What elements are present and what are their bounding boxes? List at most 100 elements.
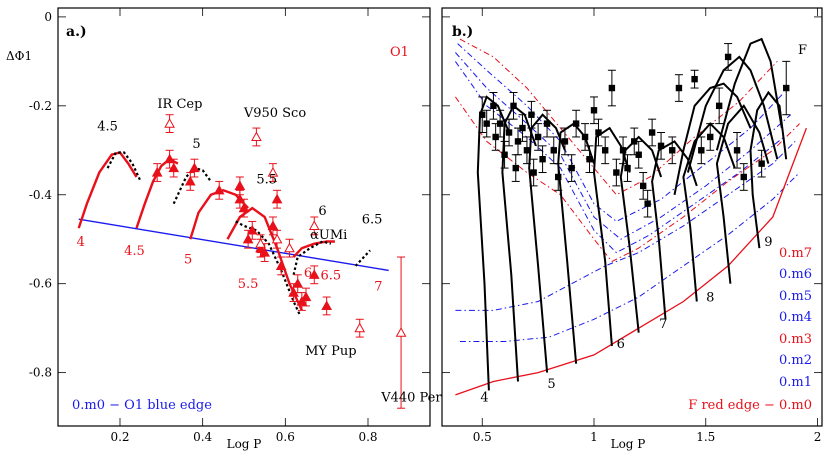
star-square bbox=[657, 142, 665, 150]
panel-a-y-axis-label: ΔΦ1 bbox=[6, 49, 32, 63]
star-square bbox=[635, 151, 642, 158]
star-filled-triangle bbox=[308, 269, 320, 279]
star-open-triangle bbox=[354, 322, 366, 333]
star-filled-triangle bbox=[267, 220, 279, 230]
star-square bbox=[512, 164, 519, 172]
track-mass-label: 5 bbox=[192, 137, 200, 152]
panel-a-y-tick-label: -0.2 bbox=[29, 99, 52, 113]
star-open-triangle bbox=[267, 167, 279, 177]
star-open-triangle bbox=[271, 233, 283, 244]
star-square bbox=[783, 84, 790, 92]
star-square bbox=[530, 169, 537, 176]
star-square bbox=[479, 111, 486, 118]
panel-b-x-tick-label: 1 bbox=[590, 430, 598, 444]
amplitude-label: 0.m2 bbox=[779, 353, 812, 368]
star-square bbox=[639, 182, 647, 190]
star-filled-triangle bbox=[168, 162, 180, 173]
star-open-triangle bbox=[251, 131, 262, 142]
star-square bbox=[601, 147, 609, 154]
star-square bbox=[586, 155, 593, 163]
amplitude-label: 0.m6 bbox=[779, 267, 812, 282]
panel-a-y-tick-label: 0 bbox=[44, 10, 52, 24]
model-line-dotted bbox=[354, 249, 371, 267]
amplitude-curve bbox=[455, 52, 792, 240]
model-line-red bbox=[226, 206, 303, 311]
star-name-label: IR Cep bbox=[157, 97, 202, 112]
amplitude-label: 0.m1 bbox=[779, 375, 812, 390]
panel-a-y-tick-label: -0.6 bbox=[29, 277, 52, 291]
star-square bbox=[590, 107, 598, 114]
evolution-track bbox=[651, 140, 698, 320]
blue-edge-label: 0.m0 − O1 blue edge bbox=[72, 398, 212, 413]
star-square bbox=[619, 147, 627, 154]
star-square bbox=[707, 133, 714, 141]
amplitude-label: 0.m7 bbox=[779, 246, 812, 261]
panel-a-x-axis-label: Log P bbox=[227, 437, 262, 451]
track-mass-label: 4.5 bbox=[97, 119, 118, 134]
model-mass-label: 7 bbox=[374, 279, 382, 294]
star-square bbox=[758, 160, 765, 167]
panel-a-frame bbox=[57, 7, 431, 427]
star-filled-triangle bbox=[189, 162, 200, 173]
star-open-triangle bbox=[308, 220, 320, 230]
amplitude-label: 0.m5 bbox=[779, 289, 812, 304]
star-square bbox=[528, 111, 535, 118]
star-square bbox=[505, 129, 513, 136]
panel-b-x-tick-label: 1.5 bbox=[696, 430, 715, 444]
model-mass-label: 4 bbox=[77, 235, 85, 250]
star-square bbox=[496, 120, 504, 127]
star-square bbox=[675, 84, 683, 92]
panel-b-x-tick-label: 2 bbox=[814, 430, 822, 444]
star-filled-triangle bbox=[184, 175, 196, 186]
model-mass-label: 9 bbox=[764, 235, 772, 250]
star-filled-triangle bbox=[292, 278, 304, 288]
evolution-track bbox=[715, 104, 770, 284]
star-square bbox=[539, 155, 546, 163]
star-square bbox=[595, 129, 602, 136]
star-filled-triangle bbox=[238, 202, 250, 213]
star-square bbox=[550, 147, 557, 154]
star-filled-triangle bbox=[271, 193, 283, 204]
evolution-track bbox=[673, 82, 752, 195]
panel-b-x-axis-label: Log P bbox=[611, 437, 646, 451]
model-line-dotted bbox=[172, 166, 212, 205]
amplitude-curve bbox=[455, 141, 796, 311]
model-mass-label: 6 bbox=[617, 337, 625, 352]
model-line-dotted bbox=[235, 220, 301, 316]
evolution-track bbox=[715, 37, 783, 151]
star-square bbox=[669, 147, 676, 154]
panel-b: b.) Log P F F red edge − 0.m0 0.5 1 1.5 2 4 5… bbox=[441, 7, 823, 451]
star-square bbox=[698, 147, 705, 154]
model-mass-label: 7 bbox=[659, 317, 667, 332]
star-square bbox=[644, 200, 651, 207]
star-filled-triangle bbox=[246, 224, 258, 235]
star-name-label: αUMi bbox=[310, 228, 347, 243]
star-square bbox=[490, 102, 497, 110]
model-line-dotted bbox=[106, 151, 142, 182]
model-mass-label: 6 bbox=[304, 266, 312, 281]
star-name-label: MY Pup bbox=[305, 344, 356, 359]
panel-a-label: a.) bbox=[66, 24, 87, 40]
star-square bbox=[613, 169, 620, 176]
star-filled-triangle bbox=[213, 184, 225, 195]
evolution-track bbox=[592, 126, 631, 347]
star-square bbox=[501, 151, 508, 158]
panel-b-x-tick-label: 0.5 bbox=[473, 430, 492, 444]
amplitude-label: 0.m3 bbox=[779, 332, 812, 347]
star-open-triangle bbox=[164, 118, 175, 128]
star-square bbox=[608, 84, 616, 92]
panel-a-y-tick-label: -0.4 bbox=[29, 188, 53, 202]
star-filled-triangle bbox=[275, 260, 287, 271]
track-mass-label: 5.5 bbox=[256, 173, 277, 188]
star-square bbox=[561, 138, 569, 145]
star-square bbox=[519, 124, 526, 132]
star-square bbox=[492, 133, 499, 141]
star-filled-triangle bbox=[300, 291, 312, 302]
model-mass-label: 5.5 bbox=[238, 277, 259, 292]
model-line-red bbox=[77, 151, 138, 229]
star-filled-triangle bbox=[321, 300, 333, 311]
panel-b-label: b.) bbox=[452, 24, 473, 40]
star-square bbox=[624, 164, 631, 172]
star-square bbox=[543, 120, 551, 127]
